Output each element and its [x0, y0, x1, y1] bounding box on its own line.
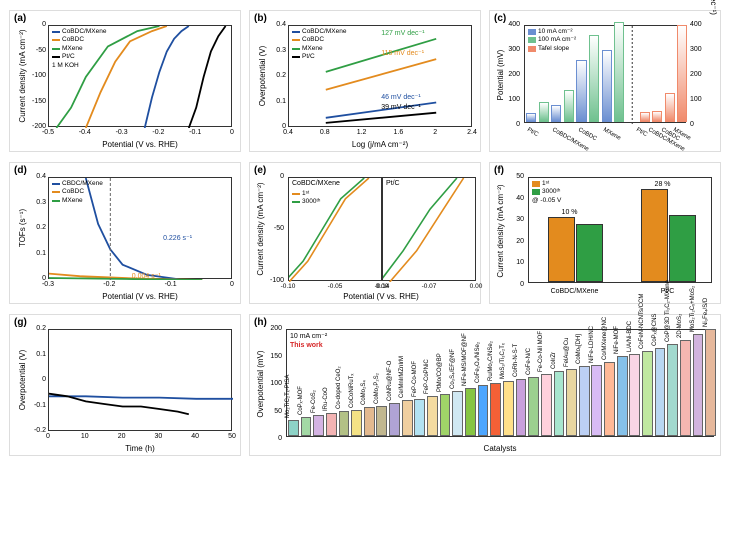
panel-h: (h)10 mA cm⁻²Mo₂TiC₂Tₓ-PtSACoPₓ-MOFFe-Co…	[249, 314, 721, 456]
panel-label: (f)	[494, 165, 504, 176]
panel-label: (b)	[254, 13, 267, 24]
panel-e: (e)Current density (mA cm⁻²)Potential (V…	[249, 162, 481, 304]
panel-d: (d)0.226 s⁻¹0.004 s⁻¹CBDC/MXeneCoBDCMXen…	[9, 162, 241, 304]
panel-label: (e)	[254, 165, 266, 176]
panel-b: (b)CoBDC/MXeneCoBDCMXenePt/C46 mV dec⁻¹1…	[249, 10, 481, 152]
panel-a: (a)CoBDC/MXeneCoBDCMXenePt/C1 M KOH-0.5-…	[9, 10, 241, 152]
panel-label: (h)	[254, 317, 267, 328]
panel-c: (c)10 mA cm⁻²100 mA cm⁻²Tafel slope01002…	[489, 10, 721, 152]
panel-label: (c)	[494, 13, 506, 24]
panel-label: (d)	[14, 165, 27, 176]
panel-label: (a)	[14, 13, 26, 24]
panel-g: (g)01020304050-0.2-0.100.10.2Time (h)Ove…	[9, 314, 241, 456]
panel-label: (g)	[14, 317, 27, 328]
panel-f: (f)10 %28 %1ˢᵗ3000ᵗʰ@ -0.05 V01020304050…	[489, 162, 721, 304]
